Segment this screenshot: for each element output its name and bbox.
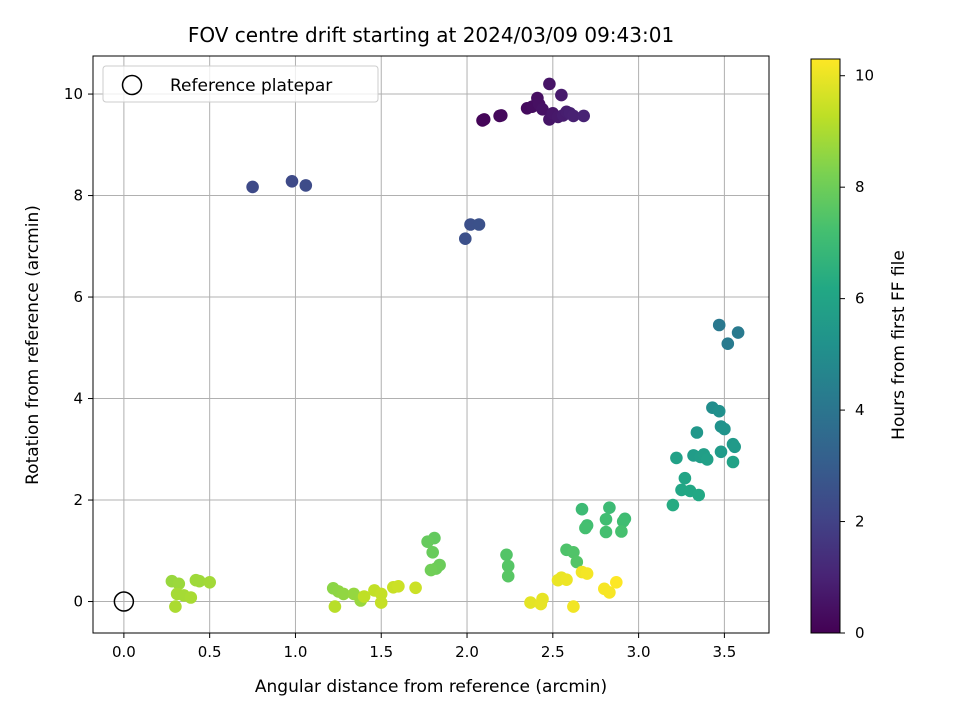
data-point xyxy=(712,404,726,418)
y-tick-label: 8 xyxy=(73,187,83,205)
data-point xyxy=(690,426,704,439)
data-point xyxy=(714,445,728,459)
legend-marker-icon xyxy=(121,74,143,96)
data-point xyxy=(666,498,680,512)
data-point xyxy=(501,569,515,583)
data-point xyxy=(472,218,486,231)
data-point xyxy=(599,513,613,526)
data-point xyxy=(374,596,388,609)
data-point xyxy=(424,563,438,577)
data-point xyxy=(426,546,440,559)
data-point xyxy=(421,535,434,548)
plot-frame xyxy=(92,55,770,634)
legend-label: Reference platepar xyxy=(170,76,332,96)
x-tick-label: 3.0 xyxy=(627,643,651,661)
data-point xyxy=(580,567,594,580)
data-point xyxy=(495,109,508,122)
legend-box xyxy=(102,65,379,103)
colorbar-tick-label: 4 xyxy=(855,401,865,419)
data-point xyxy=(577,109,590,123)
colorbar-tick-label: 0 xyxy=(855,624,865,642)
data-point xyxy=(560,573,573,586)
data-point xyxy=(172,577,186,591)
data-point xyxy=(570,555,584,569)
data-point xyxy=(184,591,198,604)
y-tick-label: 6 xyxy=(73,288,83,306)
data-point xyxy=(603,501,616,514)
x-axis-ticks: 0.0 0.5 1.0 1.5 2.0 2.5 3.0 3.5 xyxy=(112,633,736,661)
data-point xyxy=(536,103,549,116)
data-point xyxy=(599,525,613,539)
colorbar-label: Hours from first FF file xyxy=(889,250,909,440)
data-points xyxy=(165,77,745,613)
x-tick-label: 0.0 xyxy=(112,643,136,661)
data-point xyxy=(670,451,683,465)
data-point xyxy=(731,326,745,339)
y-axis-label: Rotation from reference (arcmin) xyxy=(23,205,43,485)
data-point xyxy=(299,179,313,192)
colorbar xyxy=(810,58,841,634)
colorbar-tick-label: 10 xyxy=(855,67,874,85)
y-axis-ticks: 0 2 4 6 8 10 xyxy=(64,85,93,611)
colorbar-tick-label: 2 xyxy=(855,513,865,531)
colorbar-tick-label: 8 xyxy=(855,178,865,196)
data-point xyxy=(615,525,628,538)
data-point xyxy=(193,574,206,588)
data-point xyxy=(692,488,705,502)
data-point xyxy=(536,592,549,606)
reference-platepar-marker xyxy=(113,591,135,612)
data-point xyxy=(524,596,537,609)
data-point xyxy=(603,586,616,599)
data-point xyxy=(203,576,216,589)
data-point xyxy=(718,422,731,436)
data-point xyxy=(246,180,259,194)
data-point xyxy=(700,453,714,466)
x-tick-label: 2.0 xyxy=(455,643,479,661)
y-tick-label: 10 xyxy=(64,85,83,103)
data-point xyxy=(712,318,726,332)
x-tick-label: 1.0 xyxy=(284,643,308,661)
data-point xyxy=(285,175,299,188)
data-point xyxy=(477,113,491,126)
data-point xyxy=(721,337,735,351)
data-point xyxy=(409,581,422,595)
y-tick-label: 4 xyxy=(73,390,83,408)
y-tick-label: 0 xyxy=(73,593,83,611)
data-point xyxy=(610,576,623,589)
data-point xyxy=(616,515,630,528)
x-tick-label: 1.5 xyxy=(369,643,393,661)
y-tick-label: 2 xyxy=(73,491,83,509)
data-point xyxy=(169,600,182,613)
data-point xyxy=(374,587,388,601)
data-point xyxy=(328,600,342,613)
data-point xyxy=(501,559,515,573)
grid-lines xyxy=(93,56,769,633)
data-point xyxy=(567,600,580,613)
x-tick-label: 3.5 xyxy=(712,643,736,661)
legend: Reference platepar xyxy=(102,65,379,103)
data-point xyxy=(337,587,350,601)
data-point xyxy=(555,88,568,102)
data-point xyxy=(392,580,405,593)
data-point xyxy=(728,440,741,454)
chart-title: FOV centre drift starting at 2024/03/09 … xyxy=(188,23,674,47)
x-axis-label: Angular distance from reference (arcmin) xyxy=(255,677,607,697)
colorbar-tick-label: 6 xyxy=(855,290,865,308)
data-point xyxy=(357,590,371,603)
data-point xyxy=(567,546,580,559)
data-point xyxy=(567,109,580,123)
x-tick-label: 2.5 xyxy=(541,643,565,661)
x-tick-label: 0.5 xyxy=(198,643,222,661)
data-point xyxy=(575,502,589,516)
data-point xyxy=(543,77,556,91)
data-point xyxy=(579,521,592,535)
data-point xyxy=(678,471,692,485)
data-point xyxy=(459,232,472,245)
data-point xyxy=(726,455,740,469)
colorbar-ticks: 0 2 4 6 8 10 xyxy=(840,67,874,642)
data-point xyxy=(500,548,513,562)
